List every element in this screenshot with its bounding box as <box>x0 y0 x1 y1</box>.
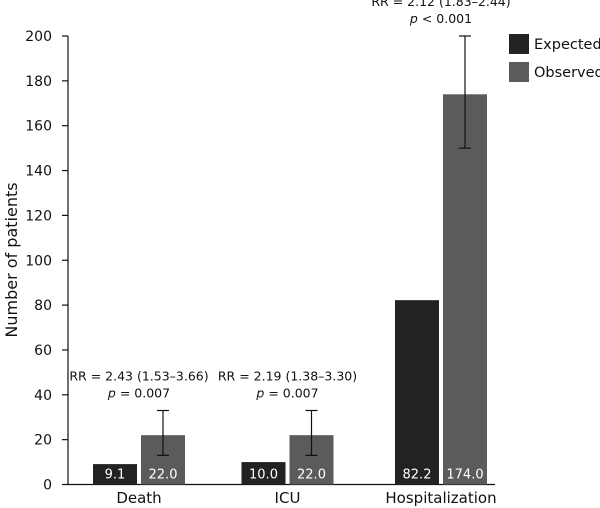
bars <box>93 94 487 485</box>
rr-text: RR = 2.19 (1.38–3.30) <box>218 368 357 383</box>
y-tick-label: 140 <box>25 164 52 180</box>
rr-text: RR = 2.12 (1.83–2.44) <box>371 0 510 9</box>
error-bars <box>157 35 471 456</box>
bar-expected-death <box>93 464 137 485</box>
data-label: 22.0 <box>149 468 178 483</box>
bar-expected-icu <box>241 462 286 485</box>
p-value-text: p < 0.001 <box>409 11 472 26</box>
data-label: 22.0 <box>297 468 326 483</box>
data-label: 9.1 <box>105 468 126 483</box>
data-label: 82.2 <box>403 468 432 483</box>
data-labels: 9.1 10.0 82.2 22.0 22.0 174.0 <box>105 468 484 483</box>
y-tick-label: 200 <box>25 29 52 45</box>
y-tick-label: 180 <box>25 74 52 90</box>
legend-label-observed: Observed <box>534 65 600 81</box>
y-tick-label: 100 <box>25 253 52 269</box>
legend-label-expected: Expected <box>534 37 600 53</box>
y-tick-label: 20 <box>34 433 52 449</box>
p-symbol: p <box>255 385 264 400</box>
p-symbol: p <box>409 11 418 26</box>
x-tick-label-hospitalization: Hospitalization <box>385 489 496 507</box>
y-tick-label: 160 <box>25 119 52 135</box>
legend-swatch-expected <box>509 34 529 54</box>
y-ticks: 0 20 40 60 80 100 120 140 160 180 200 <box>25 29 68 494</box>
p-value-text: p = 0.007 <box>255 385 318 400</box>
y-axis-label: Number of patients <box>2 182 21 337</box>
y-axis: 0 20 40 60 80 100 120 140 160 180 200 <box>25 29 69 494</box>
x-tick-labels: Death ICU Hospitalization <box>116 489 496 507</box>
y-tick-label: 120 <box>25 208 52 224</box>
y-tick-label: 60 <box>34 343 52 359</box>
p-value: = 0.007 <box>264 385 318 400</box>
x-tick-label-death: Death <box>116 489 161 507</box>
rr-annotations: RR = 2.43 (1.53–3.66) p = 0.007 RR = 2.19 … <box>69 0 510 400</box>
bar-expected-hospitalization <box>395 300 439 485</box>
legend-swatch-observed <box>509 62 529 82</box>
rr-text: RR = 2.43 (1.53–3.66) <box>69 368 208 383</box>
p-value: = 0.007 <box>116 385 170 400</box>
x-tick-label-icu: ICU <box>275 489 301 507</box>
y-tick-label: 40 <box>34 388 52 404</box>
data-label: 174.0 <box>446 468 483 483</box>
p-value-text: p = 0.007 <box>107 385 170 400</box>
data-label: 10.0 <box>249 468 278 483</box>
y-tick-label: 0 <box>43 478 52 494</box>
bar-observed-hospitalization <box>443 94 487 485</box>
legend: Expected Observed <box>509 34 600 82</box>
p-symbol: p <box>107 385 116 400</box>
y-tick-label: 80 <box>34 298 52 314</box>
p-value: < 0.001 <box>418 11 472 26</box>
